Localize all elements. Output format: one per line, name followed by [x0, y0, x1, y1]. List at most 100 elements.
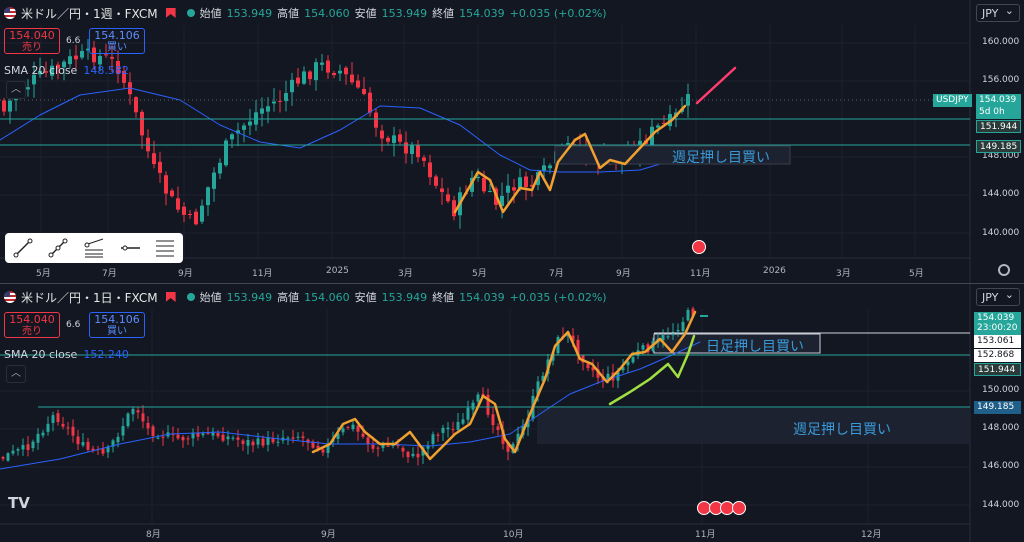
level-lower-tag: 149.185 — [974, 401, 1021, 414]
daily-candle — [416, 453, 420, 458]
x-tick: 3月 — [836, 269, 851, 279]
daily-candle — [206, 432, 210, 434]
daily-candle — [101, 448, 105, 454]
economic-event-icon[interactable] — [732, 501, 746, 515]
alert-flag-icon[interactable] — [165, 8, 176, 18]
chart-settings-gear-icon[interactable] — [998, 264, 1010, 276]
daily-candle — [226, 436, 230, 440]
daily-candle — [196, 433, 200, 437]
info-line-icon[interactable] — [47, 237, 69, 259]
daily-candle — [506, 441, 510, 452]
symbol-title[interactable]: 米ドル／円・1日・FXCM — [21, 290, 158, 305]
x-tick: 9月 — [616, 269, 631, 279]
weekly-candle — [440, 188, 444, 193]
daily-candle — [621, 367, 625, 371]
daily-candle — [251, 441, 255, 446]
daily-candle — [596, 369, 600, 378]
sma-legend[interactable]: SMA 20 close 148.582 — [4, 64, 129, 77]
buy-button[interactable]: 154.106 買い — [89, 312, 145, 338]
horizontal-ray-icon[interactable] — [119, 237, 141, 259]
weekly-candle — [248, 121, 252, 126]
daily-candle — [451, 429, 455, 431]
symbol-title[interactable]: 米ドル／円・1週・FXCM — [21, 6, 158, 21]
weekly-candle — [410, 144, 414, 155]
weekly-candle — [26, 87, 30, 90]
y-tick: 156.000 — [982, 75, 1020, 85]
collapse-legend-button[interactable]: ︿ — [6, 365, 26, 383]
weekly-candle — [164, 175, 168, 194]
change-value: +0.035 (+0.02%) — [509, 290, 607, 304]
us-flag-icon — [4, 291, 16, 303]
weekly-candle — [32, 74, 36, 85]
fib-channel-icon[interactable] — [83, 237, 105, 259]
low-label: 安値 — [354, 7, 377, 20]
tradingview-logo-icon[interactable]: TV — [8, 494, 30, 512]
daily-candle — [6, 453, 10, 461]
x-tick: 10月 — [503, 530, 524, 540]
sell-button[interactable]: 154.040 売り — [4, 28, 60, 54]
sell-button[interactable]: 154.040 売り — [4, 312, 60, 338]
alert-flag-icon[interactable] — [165, 292, 176, 302]
weekly-candle — [254, 112, 258, 125]
weekly-candle — [50, 65, 54, 76]
daily-candle — [346, 426, 350, 428]
sell-price: 154.040 — [9, 29, 55, 42]
weekly-candle — [368, 92, 372, 113]
currency-select[interactable]: JPY — [976, 286, 1020, 306]
pane-separator[interactable] — [0, 283, 1024, 284]
weekly-candle — [62, 61, 66, 68]
daily-candle — [111, 440, 115, 447]
horizontal-lines-icon[interactable] — [154, 237, 176, 259]
sma-label: SMA 20 close — [4, 64, 78, 77]
weekly-candle — [356, 80, 360, 88]
weekly-candle — [488, 191, 492, 193]
daily-candle — [541, 375, 545, 382]
weekly-dip-buy-annotation[interactable]: 週足押し目買い — [672, 150, 770, 166]
x-tick: 3月 — [398, 269, 413, 279]
daily-candle — [351, 424, 355, 430]
currency-select[interactable]: JPY — [976, 2, 1020, 22]
y-tick: 144.000 — [982, 189, 1020, 199]
daily-candle — [71, 426, 75, 436]
close-value: 154.039 — [459, 290, 505, 304]
daily-candle — [76, 436, 80, 445]
drawing-toolbar[interactable] — [5, 233, 183, 263]
sma-legend[interactable]: SMA 20 close 152.240 — [4, 348, 129, 361]
daily-candle — [151, 426, 155, 436]
daily-candle — [341, 428, 345, 433]
weekly-candle — [302, 71, 306, 84]
buy-button[interactable]: 154.106 買い — [89, 28, 145, 54]
weekly-dip-buy-annotation[interactable]: 週足押し目買い — [793, 422, 891, 438]
x-tick: 7月 — [102, 269, 117, 279]
daily-price-plot[interactable] — [0, 284, 1024, 542]
daily-candle — [516, 433, 520, 445]
x-tick: 11月 — [690, 269, 711, 279]
economic-event-icon[interactable] — [692, 240, 706, 254]
trend-line-icon[interactable] — [12, 237, 34, 259]
daily-candle — [676, 330, 680, 332]
x-tick: 5月 — [472, 269, 487, 279]
daily-candle — [641, 345, 645, 350]
daily-candle — [146, 422, 150, 429]
collapse-legend-button[interactable]: ︿ — [6, 81, 26, 99]
daily-chart-pane[interactable]: 米ドル／円・1日・FXCM 始値 153.949 高値 154.060 安値 153.… — [0, 284, 1024, 542]
daily-candle — [426, 445, 430, 449]
weekly-candle — [176, 198, 180, 210]
weekly-candle — [362, 88, 366, 95]
weekly-candle — [380, 130, 384, 139]
weekly-candle — [386, 137, 390, 142]
weekly-candle — [188, 213, 192, 215]
daily-candle — [486, 394, 490, 415]
daily-candle — [261, 438, 265, 446]
weekly-candle — [422, 157, 426, 161]
weekly-zigzag-line — [453, 104, 687, 214]
daily-candle — [606, 373, 610, 381]
daily-candle — [106, 446, 110, 453]
weekly-candle — [92, 47, 96, 63]
daily-candle — [491, 414, 495, 426]
daily-candle — [361, 433, 365, 437]
weekly-chart-pane[interactable]: 米ドル／円・1週・FXCM 始値 153.949 高値 154.060 安値 153.… — [0, 0, 1024, 283]
weekly-candle — [374, 112, 378, 128]
open-label: 始値 — [199, 291, 222, 304]
daily-dip-buy-annotation[interactable]: 日足押し目買い — [706, 339, 804, 355]
